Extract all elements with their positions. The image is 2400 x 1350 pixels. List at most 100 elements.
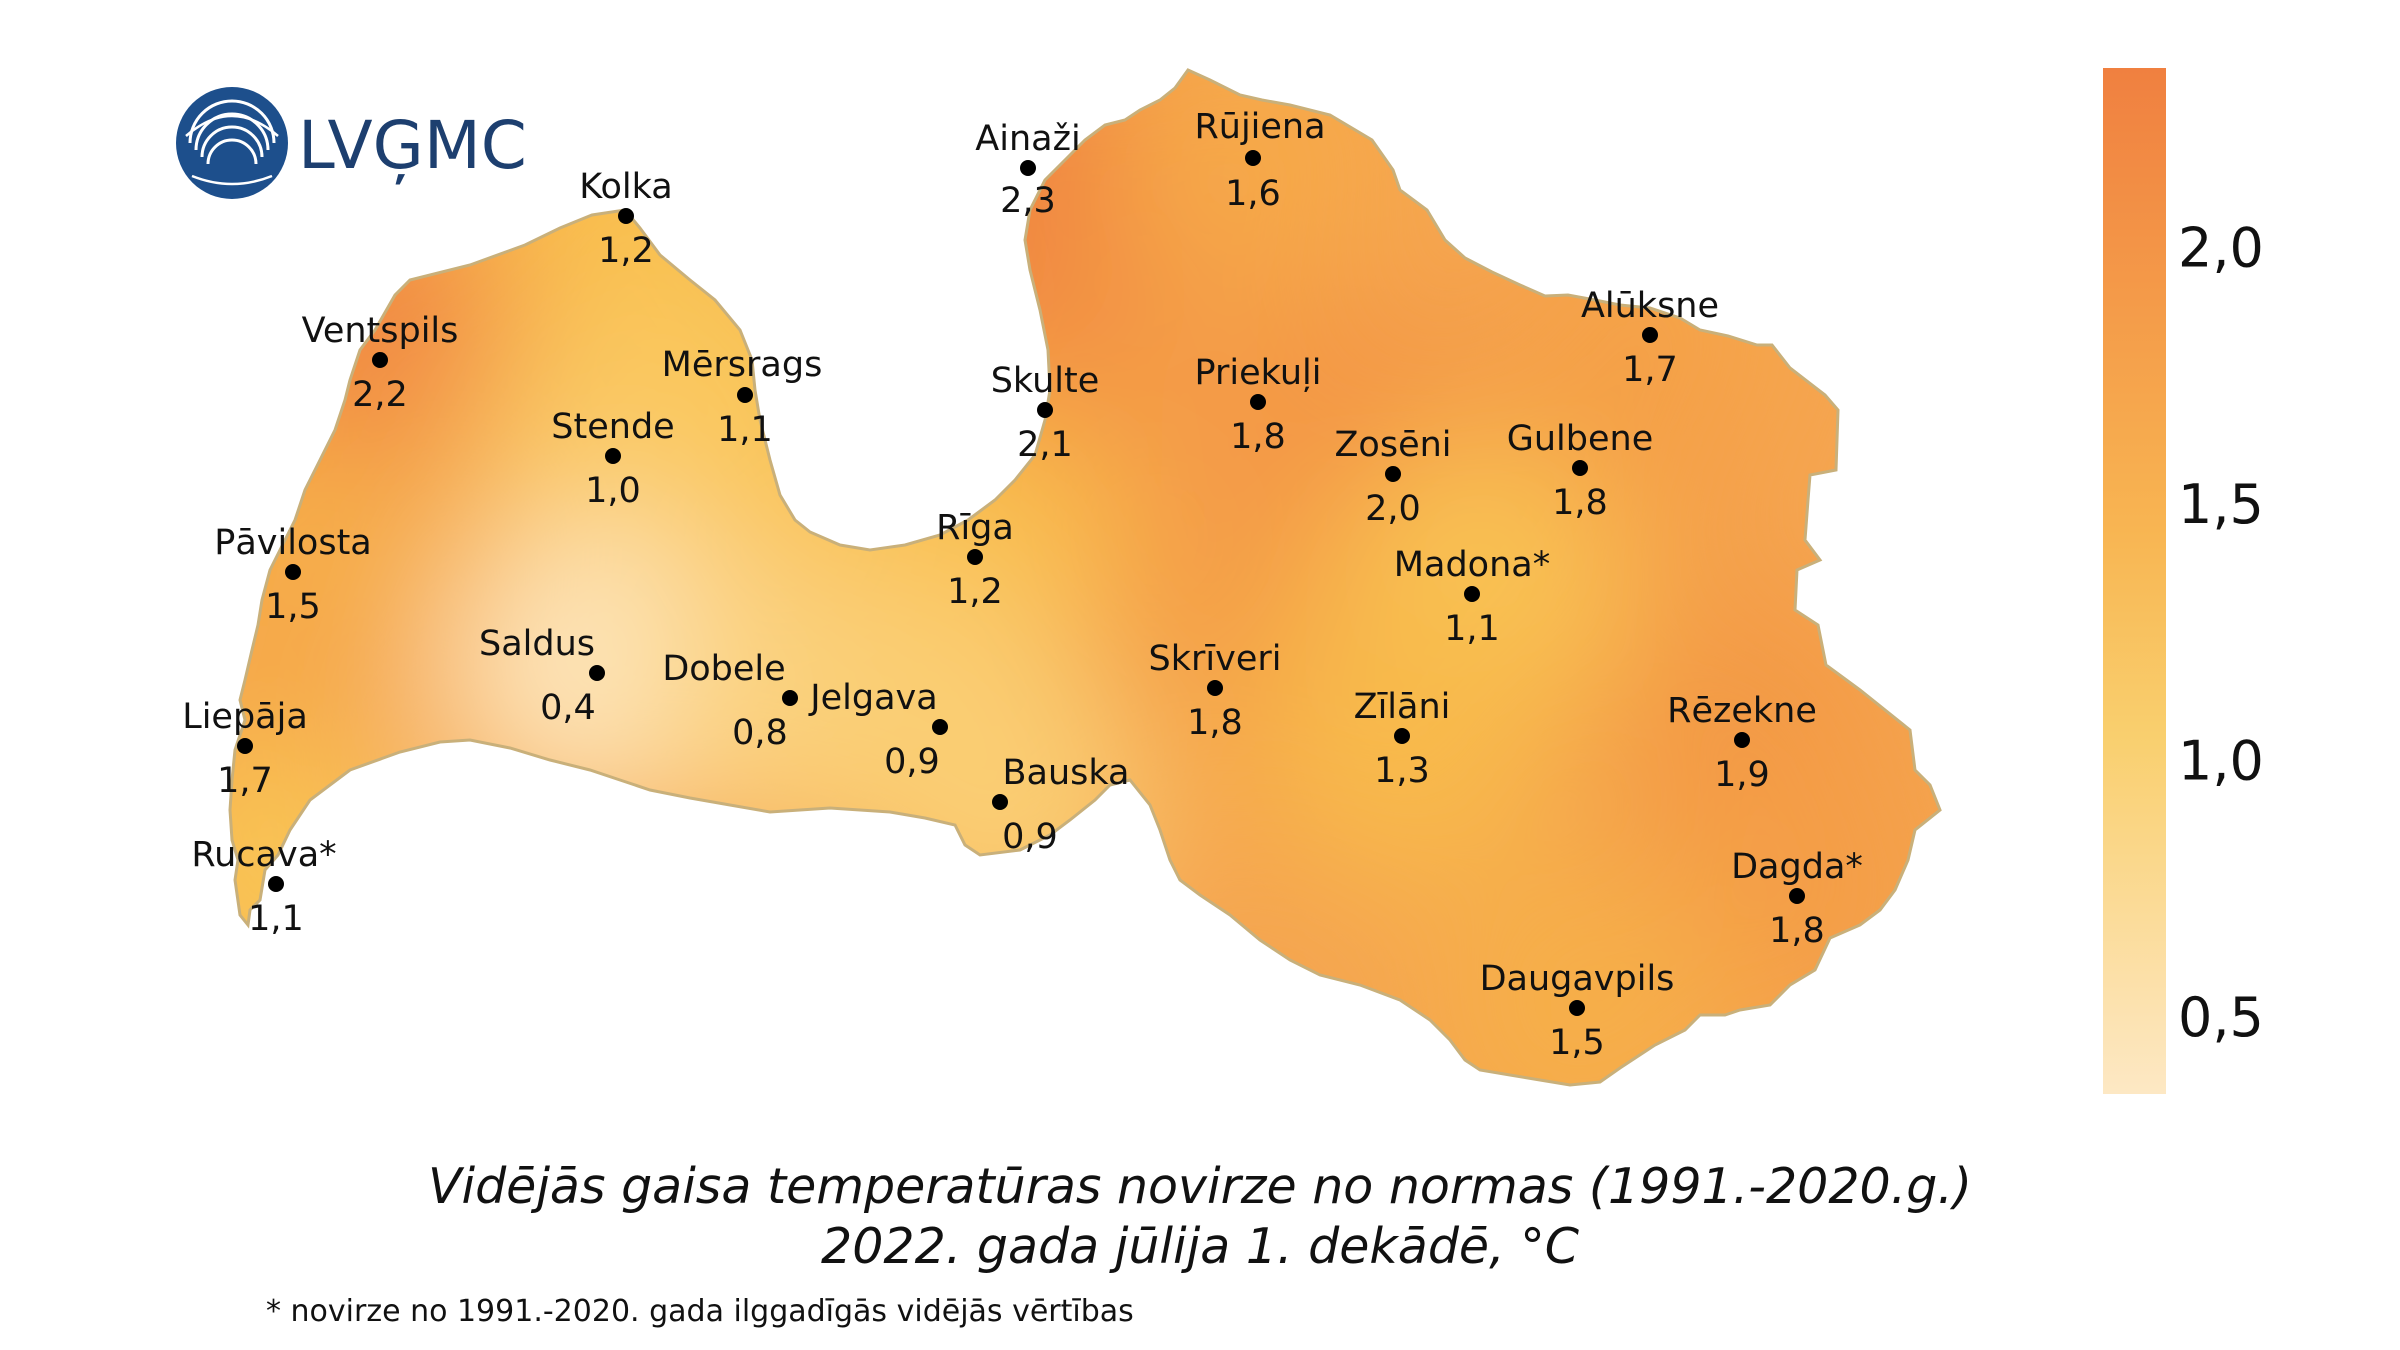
station-name: Ventspils [302,311,459,351]
station-dot [1250,394,1266,410]
station-value: 1,2 [947,572,1003,612]
station-dot [285,564,301,580]
station-marker: Zosēni 2,0 [1334,425,1451,529]
station-value: 0,9 [884,742,940,782]
station-dot [268,876,284,892]
station-name: Zosēni [1334,425,1451,465]
station-dot [372,352,388,368]
station-dot [1385,466,1401,482]
station-dot [1789,888,1805,904]
station-value: 0,8 [732,713,788,753]
station-dot [1207,680,1223,696]
station-dot [618,208,634,224]
legend-tick-label: 1,0 [2178,730,2264,793]
station-marker: Ventspils 2,2 [302,311,459,415]
legend-tick-label: 0,5 [2178,986,2264,1049]
station-marker: Saldus 0,4 [479,624,605,728]
station-value: 2,0 [1365,489,1421,529]
station-marker: Rēzekne 1,9 [1667,691,1817,795]
station-name: Pāvilosta [214,523,372,563]
station-name: Madona* [1394,545,1550,585]
lvgmc-logo: LVĢMC [176,87,527,199]
station-value: 1,8 [1187,703,1243,743]
logo-text: LVĢMC [298,107,527,184]
station-name: Daugavpils [1480,959,1675,999]
station-name: Priekuļi [1195,353,1322,393]
station-name: Dagda* [1731,847,1863,887]
station-name: Rīga [936,508,1014,548]
station-marker: Skulte 2,1 [991,361,1100,465]
station-marker: Rūjiena 1,6 [1194,107,1325,214]
footnote: * novirze no 1991.-2020. gada ilggadīgās… [266,1294,1134,1329]
station-marker: Alūksne 1,7 [1581,286,1719,390]
station-value: 1,7 [1622,350,1678,390]
station-value: 1,9 [1714,755,1770,795]
station-value: 0,4 [540,688,596,728]
station-dot [992,794,1008,810]
station-marker: Ainaži 2,3 [975,119,1080,221]
stations-layer: Ainaži 2,3 Rūjiena 1,6 Kolka 1,2 Ventspils 2,2 M… [182,107,1863,1063]
station-name: Alūksne [1581,286,1719,326]
station-value: 1,2 [598,231,654,271]
logo-emblem-icon [176,87,288,199]
station-marker: Mērsrags 1,1 [662,345,823,450]
station-value: 2,1 [1017,425,1073,465]
station-dot [932,719,948,735]
station-dot [1037,402,1053,418]
legend-tick-label: 1,5 [2178,473,2264,536]
map-title-line1: Vidējās gaisa temperatūras novirze no no… [427,1158,1973,1215]
station-name: Saldus [479,624,595,664]
color-legend: 2,0 1,5 1,0 0,5 [2103,68,2264,1094]
station-dot [1245,150,1261,166]
station-name: Jelgava [808,678,937,718]
station-name: Gulbene [1507,419,1654,459]
station-marker: Zīlāni 1,3 [1354,687,1451,791]
station-name: Liepāja [182,697,308,737]
station-value: 1,1 [717,410,773,450]
station-dot [1464,586,1480,602]
station-name: Zīlāni [1354,687,1451,727]
station-name: Skulte [991,361,1100,401]
station-value: 1,5 [1549,1023,1605,1063]
station-dot [1394,728,1410,744]
station-name: Rūjiena [1194,107,1325,147]
station-name: Kolka [579,167,672,207]
station-dot [589,665,605,681]
station-marker: Dobele 0,8 [662,649,798,753]
station-name: Bauska [1003,753,1130,793]
station-marker: Liepāja 1,7 [182,697,308,801]
station-dot [1572,460,1588,476]
station-marker: Jelgava 0,9 [808,678,948,782]
station-marker: Stende 1,0 [551,407,674,511]
station-value: 1,6 [1225,174,1281,214]
station-value: 1,1 [1444,609,1500,649]
station-marker: Dagda* 1,8 [1731,847,1863,951]
station-dot [605,448,621,464]
station-dot [1734,732,1750,748]
map-title-line2: 2022. gada jūlija 1. dekādē, °C [821,1218,1579,1275]
station-marker: Pāvilosta 1,5 [214,523,372,627]
station-dot [1569,1000,1585,1016]
station-dot [967,549,983,565]
station-value: 1,1 [248,899,304,939]
station-marker: Kolka 1,2 [579,167,672,271]
station-value: 1,7 [217,761,273,801]
station-marker: Madona* 1,1 [1394,545,1550,649]
station-marker: Daugavpils 1,5 [1480,959,1675,1063]
legend-colorbar [2103,68,2166,1094]
station-value: 2,3 [1000,181,1056,221]
station-name: Rucava* [191,835,336,875]
station-marker: Gulbene 1,8 [1507,419,1654,523]
station-dot [782,690,798,706]
station-dot [237,738,253,754]
station-dot [1020,160,1036,176]
latvia-border [228,68,1942,1087]
legend-tick-label: 2,0 [2178,217,2264,280]
station-marker: Rīga 1,2 [936,508,1014,612]
station-marker: Priekuļi 1,8 [1195,353,1322,457]
station-marker: Bauska 0,9 [992,753,1129,857]
station-value: 0,9 [1002,817,1058,857]
station-name: Dobele [662,649,785,689]
station-value: 1,3 [1374,751,1430,791]
